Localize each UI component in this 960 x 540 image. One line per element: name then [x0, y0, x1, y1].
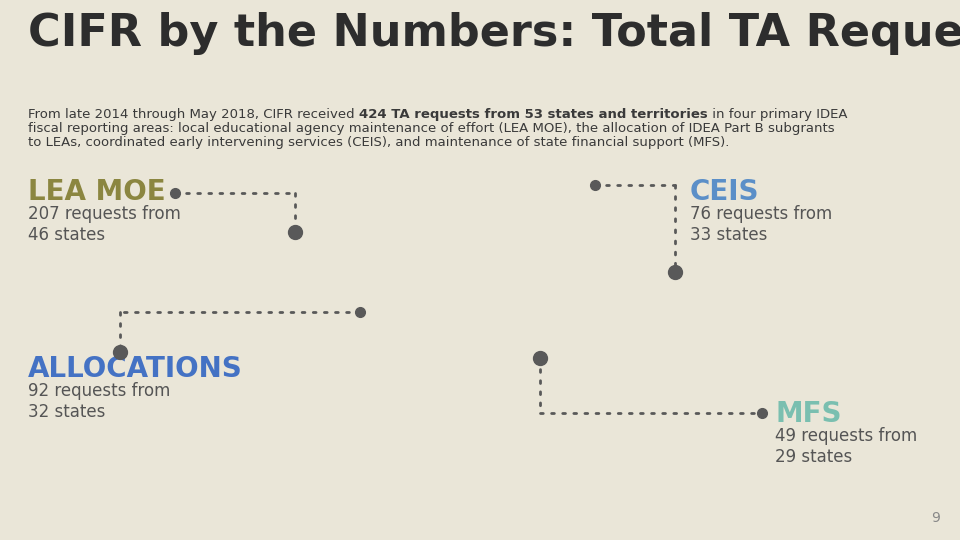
Text: in four primary IDEA: in four primary IDEA	[708, 108, 847, 121]
Text: fiscal reporting areas: local educational agency maintenance of effort (LEA MOE): fiscal reporting areas: local educationa…	[28, 122, 834, 135]
Text: CEIS: CEIS	[690, 178, 759, 206]
Text: to LEAs, coordinated early intervening services (CEIS), and maintenance of state: to LEAs, coordinated early intervening s…	[28, 136, 730, 149]
Text: ALLOCATIONS: ALLOCATIONS	[28, 355, 243, 383]
Text: 92 requests from
32 states: 92 requests from 32 states	[28, 382, 170, 421]
Text: 424 TA requests from 53 states and territories: 424 TA requests from 53 states and terri…	[359, 108, 708, 121]
Text: CIFR by the Numbers: Total TA Requests: CIFR by the Numbers: Total TA Requests	[28, 12, 960, 55]
Text: LEA MOE: LEA MOE	[28, 178, 166, 206]
Text: 76 requests from
33 states: 76 requests from 33 states	[690, 205, 832, 244]
Text: From late 2014 through May 2018, CIFR received: From late 2014 through May 2018, CIFR re…	[28, 108, 359, 121]
Text: 49 requests from
29 states: 49 requests from 29 states	[775, 427, 917, 466]
Text: 9: 9	[931, 511, 940, 525]
Text: 207 requests from
46 states: 207 requests from 46 states	[28, 205, 180, 244]
Text: MFS: MFS	[775, 400, 842, 428]
